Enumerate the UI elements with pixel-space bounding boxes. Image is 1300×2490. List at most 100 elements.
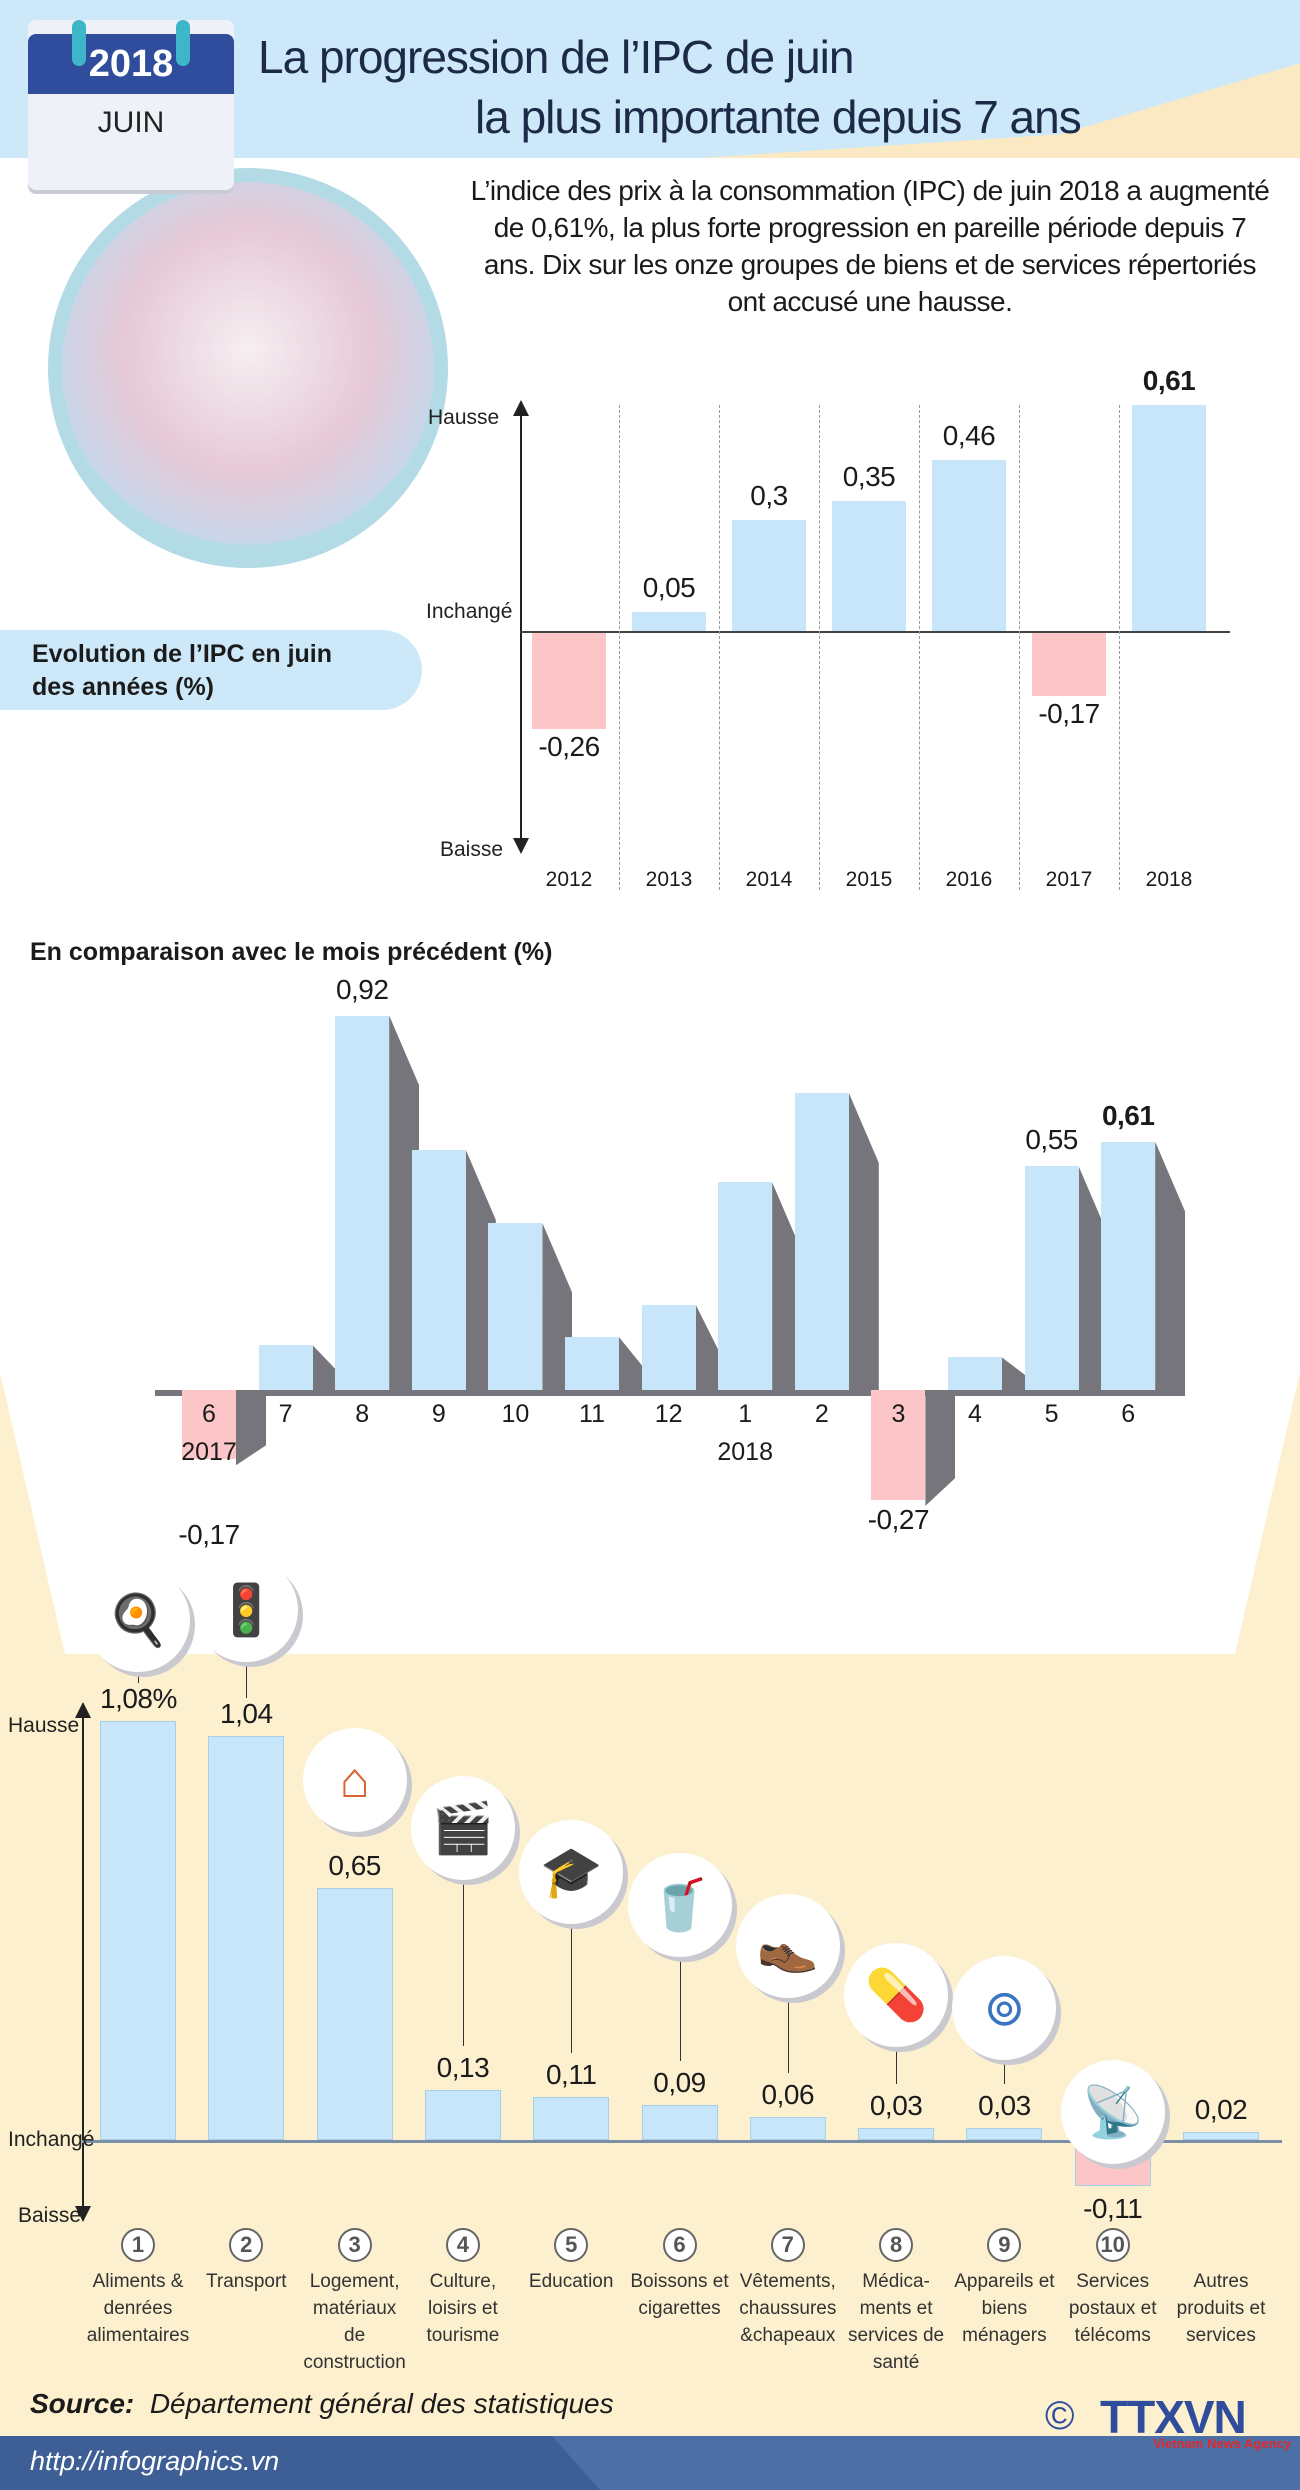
- bar-group-6: [641, 2105, 718, 2140]
- leader-line: [896, 2047, 898, 2085]
- bar-month-1: [258, 1345, 313, 1390]
- category-number: 9: [987, 2228, 1022, 2262]
- consumer-goods-illustration: [48, 168, 448, 568]
- x-tick-label: 6: [202, 1400, 216, 1428]
- category-label: Services postaux et télécoms: [1068, 2271, 1157, 2346]
- gridline: [1019, 405, 1020, 890]
- bar-group-3: [316, 1887, 393, 2140]
- bar-month-11: [1024, 1166, 1079, 1390]
- bar-value: 0,65: [328, 1849, 381, 1881]
- bar-month-5: [565, 1337, 619, 1390]
- category-number: 5: [554, 2228, 589, 2262]
- leader-line: [787, 1998, 789, 2073]
- bar-month-12: [1101, 1141, 1156, 1390]
- gridline: [1119, 405, 1120, 890]
- bar-group-9: [966, 2128, 1043, 2140]
- drink-cigarettes-icon: 🥤: [627, 1853, 732, 1957]
- bar-month-3: [411, 1149, 466, 1390]
- axis-label-top: Hausse: [8, 1714, 80, 1737]
- x-tick-label: 2013: [645, 868, 693, 891]
- bar-group-1: [100, 1720, 176, 2140]
- bar-group-11: [1183, 2132, 1259, 2140]
- arrow-down-icon: [75, 2206, 91, 2222]
- bar-shadow: [1155, 1141, 1186, 1396]
- category-label: Autres produits et services: [1176, 2271, 1266, 2346]
- zero-line: [520, 631, 1230, 633]
- category-label: Médica-ments et services de santé: [848, 2271, 945, 2373]
- x-tick-label: 7: [278, 1400, 293, 1428]
- category-number: 4: [445, 2228, 480, 2262]
- bar-value: 1,08%: [100, 1682, 177, 1714]
- bar-value: 1,04: [220, 1698, 273, 1730]
- axis-label-bottom: Baisse: [18, 2204, 82, 2227]
- leader-line: [1004, 2060, 1006, 2085]
- bar-month-7: [718, 1182, 773, 1390]
- logo-text: TTXVN: [1100, 2391, 1247, 2443]
- gridline: [819, 405, 820, 890]
- bar-value: 0,61: [1101, 1099, 1155, 1131]
- x-tick-label: 2: [814, 1400, 829, 1428]
- leader-line: [462, 1880, 464, 2046]
- bar-2016: [932, 460, 1006, 631]
- bar-2013: [632, 612, 706, 631]
- leader-line: [246, 1662, 248, 1699]
- clothes-shoes-icon: 👞: [735, 1894, 840, 1998]
- bar-value: 0,61: [1142, 364, 1196, 396]
- page-title-line1: La progression de l’IPC de juin: [258, 31, 854, 83]
- bar-value: 0,46: [942, 420, 996, 452]
- category-label: Vêtements, chaussures &chapeaux: [739, 2271, 837, 2346]
- chart2-title: En comparaison avec le mois précédent (%…: [30, 938, 553, 966]
- website-link[interactable]: http://infographics.vn: [30, 2446, 280, 2476]
- x-tick-label: 2014: [745, 868, 793, 891]
- bar-month-8: [794, 1092, 849, 1390]
- x-tick-label: 5: [1044, 1400, 1059, 1428]
- logo-subtitle: Vietnam News Agency: [1153, 2436, 1291, 2451]
- bar-value: 0,35: [842, 461, 896, 493]
- bar-month-0: [182, 1390, 236, 1460]
- bar-month-10: [948, 1357, 1002, 1390]
- bar-2014: [732, 519, 806, 631]
- bar-value: -0,26: [538, 731, 600, 763]
- bar-group-7: [749, 2116, 826, 2140]
- calendar-ring: [176, 20, 190, 66]
- bar-group-5: [533, 2097, 610, 2140]
- leader-line: [679, 1957, 681, 2062]
- leader-line: [571, 1924, 573, 2054]
- bar-value: -0,11: [1083, 2192, 1143, 2224]
- graduation-cap-icon: 🎓: [519, 1820, 624, 1924]
- copyright-icon: ©: [1045, 2394, 1075, 2438]
- chart1-title: Evolution de l’IPC en juin des années (%…: [0, 630, 422, 710]
- bar-value: 0,11: [545, 2059, 597, 2091]
- bar-value: 0,92: [335, 973, 389, 1005]
- bar-value: -0,17: [178, 1519, 240, 1551]
- traffic-light-icon: 🚦: [194, 1558, 299, 1662]
- footer-tab: [0, 2436, 600, 2490]
- source-label: Source:: [30, 2388, 135, 2419]
- pills-icon: 💊: [844, 1943, 949, 2047]
- category-number: 3: [337, 2228, 372, 2262]
- gridline: [619, 405, 620, 890]
- x-tick-label: 2016: [945, 868, 993, 891]
- arrow-up-icon: [513, 400, 529, 416]
- category-number: 2: [229, 2228, 264, 2262]
- bar-value: 0,13: [436, 2051, 490, 2083]
- bar-2012: [532, 633, 606, 730]
- x-tick-label: 1: [738, 1400, 753, 1428]
- y-axis: [82, 1712, 84, 2212]
- category-number: 10: [1095, 2228, 1130, 2262]
- bar-month-2: [335, 1015, 390, 1390]
- clapperboard-icon: 🎬: [410, 1776, 515, 1880]
- bar-2017: [1032, 633, 1106, 697]
- category-number: 6: [662, 2228, 697, 2262]
- category-label: Transport: [205, 2271, 287, 2292]
- food-plate-icon: 🍳: [86, 1568, 190, 1672]
- category-label: Boissons et cigarettes: [630, 2271, 729, 2319]
- x-tick-label: 8: [355, 1400, 370, 1428]
- bar-group-2: [208, 1736, 285, 2140]
- gridline: [719, 405, 720, 890]
- x-tick-label: 2018: [1145, 868, 1193, 891]
- category-label: Appareils et biens ménagers: [954, 2271, 1055, 2346]
- intro-paragraph: L’indice des prix à la consommation (IPC…: [470, 175, 1270, 317]
- bar-group-4: [424, 2089, 501, 2140]
- arrow-up-icon: [75, 1702, 91, 1718]
